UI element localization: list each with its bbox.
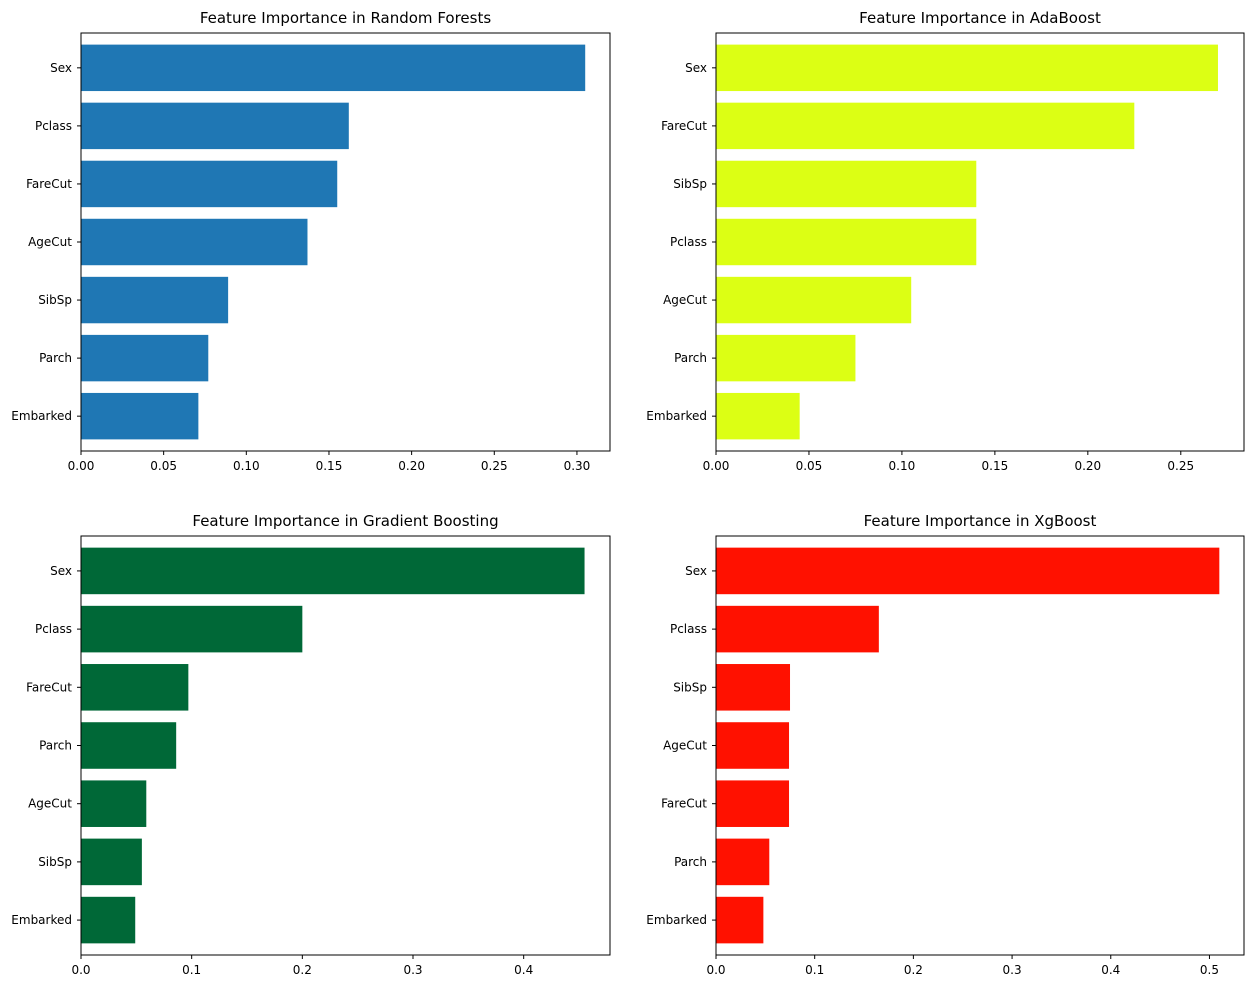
bar-pclass: [81, 605, 303, 653]
bar-embarked: [81, 896, 136, 944]
x-tick-label: 0.1: [805, 963, 824, 977]
x-tick-label: 0.00: [703, 459, 730, 473]
bar-pclass: [81, 102, 349, 150]
x-tick-label: 0.05: [796, 459, 823, 473]
y-tick-label: AgeCut: [28, 235, 72, 249]
bar-sibsp: [81, 276, 229, 324]
y-tick-label: FareCut: [661, 119, 707, 133]
panel-xgboost: Feature Importance in XgBoost Sex Pclass S…: [646, 512, 1245, 977]
panel-random-forests: Feature Importance in Random Forests Sex…: [11, 9, 611, 473]
x-tick-label: 0.15: [316, 459, 343, 473]
x-tick-label: 0.2: [293, 963, 312, 977]
chart-title: Feature Importance in Gradient Boosting: [192, 512, 498, 530]
y-tick-label: SibSp: [38, 293, 72, 307]
x-tick-label: 0.4: [1101, 963, 1120, 977]
y-tick-label: Parch: [674, 351, 707, 365]
bar-sibsp: [81, 838, 142, 886]
bar-parch: [81, 722, 177, 769]
x-tick-label: 0.15: [982, 459, 1009, 473]
bar-embarked: [81, 392, 199, 440]
x-tick-label: 0.20: [398, 459, 425, 473]
y-tick-label: FareCut: [26, 177, 72, 191]
panel-adaboost: Feature Importance in AdaBoost Sex FareCu…: [646, 9, 1245, 473]
y-tick-label: Sex: [685, 564, 707, 578]
x-tick-label: 0.10: [233, 459, 260, 473]
y-tick-label: Sex: [685, 61, 707, 75]
y-tick-label: Embarked: [11, 409, 72, 423]
bar-sex: [81, 44, 586, 92]
y-tick-label: Sex: [50, 564, 72, 578]
y-tick-label: SibSp: [673, 680, 707, 694]
bar-embarked: [716, 896, 764, 944]
y-tick-label: Pclass: [670, 235, 707, 249]
bar-parch: [716, 838, 770, 886]
x-tick-label: 0.5: [1200, 963, 1219, 977]
x-tick-label: 0.2: [904, 963, 923, 977]
x-tick-label: 0.3: [1003, 963, 1022, 977]
bar-embarked: [716, 392, 800, 440]
x-tick-label: 0.1: [182, 963, 201, 977]
x-tick-label: 0.20: [1074, 459, 1101, 473]
y-tick-label: Parch: [674, 855, 707, 869]
x-tick-label: 0.10: [889, 459, 916, 473]
chart-title: Feature Importance in AdaBoost: [859, 9, 1101, 27]
x-tick-label: 0.4: [514, 963, 533, 977]
bar-agecut: [716, 722, 790, 769]
y-tick-label: Pclass: [670, 622, 707, 636]
x-tick-label: 0.0: [71, 963, 90, 977]
bar-farecut: [716, 102, 1135, 150]
bar-sex: [716, 44, 1218, 92]
y-tick-label: AgeCut: [28, 797, 72, 811]
y-tick-label: Parch: [39, 739, 72, 753]
x-tick-label: 0.25: [1167, 459, 1194, 473]
y-tick-label: Sex: [50, 61, 72, 75]
y-tick-label: Embarked: [646, 409, 707, 423]
y-tick-label: Pclass: [35, 622, 72, 636]
bar-parch: [81, 334, 209, 382]
x-tick-label: 0.3: [403, 963, 422, 977]
x-tick-label: 0.30: [564, 459, 591, 473]
chart-title: Feature Importance in XgBoost: [864, 512, 1097, 530]
bar-sex: [716, 547, 1220, 595]
x-tick-label: 0.05: [150, 459, 177, 473]
y-tick-label: Embarked: [646, 913, 707, 927]
bar-sibsp: [716, 664, 791, 711]
axes-frame: [715, 535, 1245, 956]
bar-sibsp: [716, 160, 977, 208]
bar-parch: [716, 334, 856, 382]
y-tick-label: SibSp: [38, 855, 72, 869]
y-tick-label: Pclass: [35, 119, 72, 133]
x-tick-label: 0.0: [706, 963, 725, 977]
y-tick-label: SibSp: [673, 177, 707, 191]
bar-pclass: [716, 218, 977, 266]
y-tick-label: Parch: [39, 351, 72, 365]
bar-farecut: [81, 664, 189, 711]
y-tick-label: AgeCut: [663, 293, 707, 307]
x-tick-label: 0.25: [481, 459, 508, 473]
bar-agecut: [716, 276, 912, 324]
y-tick-label: Embarked: [11, 913, 72, 927]
y-tick-label: FareCut: [26, 680, 72, 694]
bar-farecut: [81, 160, 338, 208]
y-tick-label: FareCut: [661, 797, 707, 811]
panel-gradient-boosting: Feature Importance in Gradient Boosting …: [11, 512, 611, 977]
bar-farecut: [716, 780, 790, 827]
bar-sex: [81, 547, 585, 595]
bar-agecut: [81, 780, 147, 827]
chart-title: Feature Importance in Random Forests: [200, 9, 492, 27]
bar-agecut: [81, 218, 308, 266]
y-tick-label: AgeCut: [663, 739, 707, 753]
bar-pclass: [716, 605, 879, 653]
x-tick-label: 0.00: [68, 459, 95, 473]
